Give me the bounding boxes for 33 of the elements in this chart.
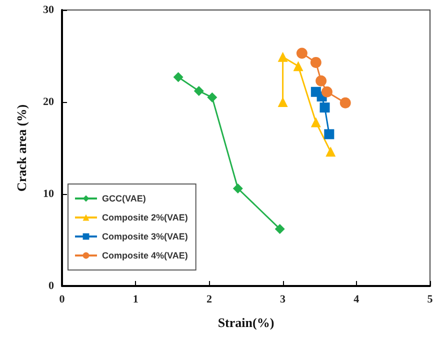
legend-label: GCC(VAE): [102, 194, 146, 204]
legend-label: Composite 2%(VAE): [102, 212, 188, 222]
point: [296, 48, 308, 59]
y-tick-label: 10: [43, 188, 54, 200]
x-tick-label: 2: [206, 294, 212, 306]
y-tick-label: 30: [43, 4, 54, 16]
legend-label: Composite 3%(VAE): [102, 232, 188, 242]
point: [326, 146, 336, 157]
x-tick-label: 3: [280, 294, 286, 306]
x-tick-label: 4: [354, 294, 360, 306]
point: [320, 102, 330, 113]
y-axis-title: Crack area (%): [14, 104, 29, 192]
point: [278, 97, 288, 107]
point: [173, 72, 184, 82]
x-tick-label: 1: [132, 294, 138, 306]
point: [278, 52, 288, 62]
point: [274, 224, 285, 234]
point: [194, 86, 204, 96]
point: [207, 92, 218, 102]
point: [321, 86, 332, 98]
y-tick-label: 20: [43, 96, 54, 108]
x-axis-title: Strain(%): [218, 315, 274, 330]
point: [310, 117, 321, 128]
legend-label: Composite 4%(VAE): [102, 250, 188, 260]
point: [232, 183, 243, 194]
point: [324, 129, 334, 140]
point: [316, 75, 327, 86]
point: [310, 56, 322, 68]
point: [293, 61, 304, 72]
point: [340, 97, 351, 108]
x-tick-label: 0: [59, 294, 66, 306]
x-tick-label: 5: [427, 294, 434, 306]
y-tick-label: 0: [48, 280, 54, 292]
